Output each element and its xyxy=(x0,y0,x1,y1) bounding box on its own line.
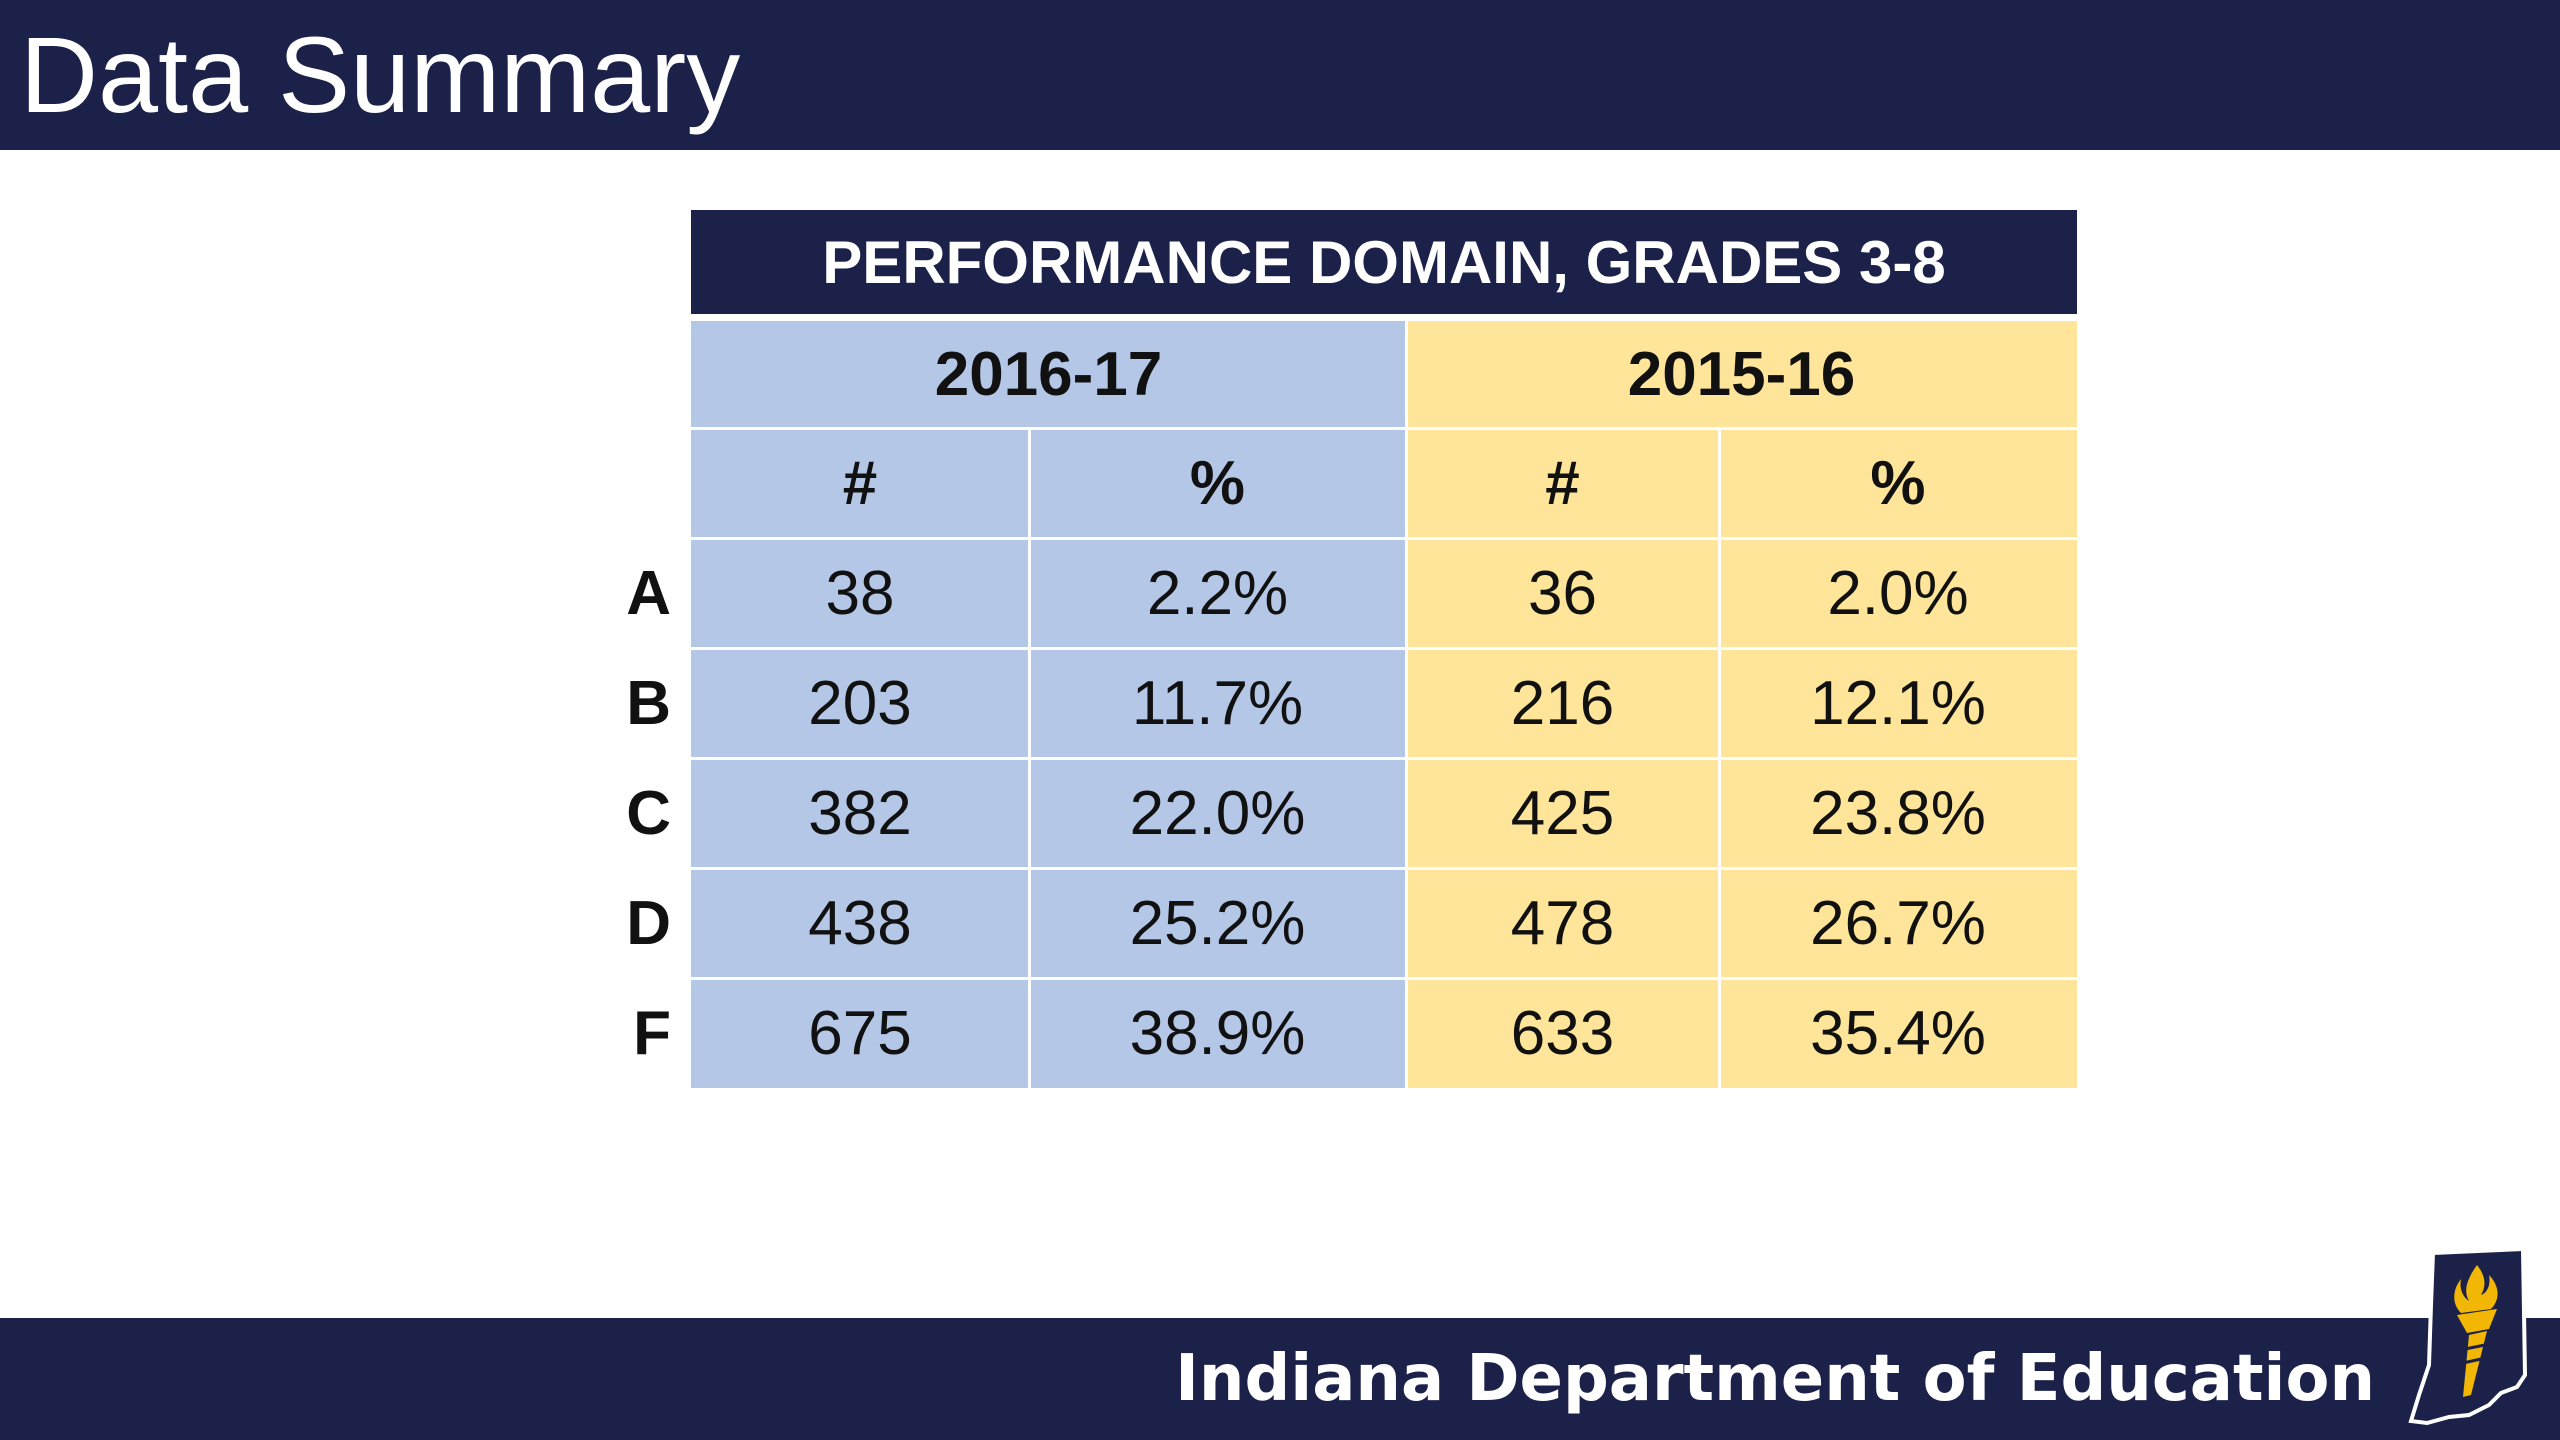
table-cell: 11.7% xyxy=(1029,648,1406,758)
grid-line xyxy=(691,977,2077,980)
table-cell: 438 xyxy=(691,868,1029,978)
grid-line xyxy=(691,867,2077,870)
table-cell: 675 xyxy=(691,978,1029,1088)
table-cell: 216 xyxy=(1406,648,1719,758)
table-cell: 23.8% xyxy=(1719,758,2077,868)
table-cell: 2.2% xyxy=(1029,538,1406,648)
row-grade-label: B xyxy=(626,668,671,738)
table-cell: 35.4% xyxy=(1719,978,2077,1088)
title-bar xyxy=(0,0,2560,150)
table-cell: 425 xyxy=(1406,758,1719,868)
footer-bar xyxy=(0,1318,2560,1440)
grid-line xyxy=(691,757,2077,760)
grid-line xyxy=(691,318,2077,321)
grid-line xyxy=(1405,320,1408,1088)
table-cell: 478 xyxy=(1406,868,1719,978)
row-grade-label: D xyxy=(626,888,671,958)
row-grade-label: F xyxy=(633,998,671,1068)
table-cell: 382 xyxy=(691,758,1029,868)
table-cell: 633 xyxy=(1406,978,1719,1088)
row-grade-label: C xyxy=(626,778,671,848)
grid-line xyxy=(1718,428,1721,1088)
grid-line xyxy=(691,647,2077,650)
subheader-count-2015-16: # xyxy=(1406,428,1719,538)
indiana-torch-logo-icon xyxy=(2405,1245,2535,1426)
footer-organization: Indiana Department of Education xyxy=(1175,1342,2375,1416)
table-cell: 36 xyxy=(1406,538,1719,648)
year-header-2016-17: 2016-17 xyxy=(691,320,1406,428)
table-cell: 38 xyxy=(691,538,1029,648)
grid-line xyxy=(691,537,2077,540)
table-cell: 12.1% xyxy=(1719,648,2077,758)
subheader-percent-2016-17: % xyxy=(1029,428,1406,538)
table-cell: 22.0% xyxy=(1029,758,1406,868)
table-cell: 203 xyxy=(691,648,1029,758)
year-header-2015-16: 2015-16 xyxy=(1406,320,2077,428)
slide-title: Data Summary xyxy=(20,14,741,135)
grid-line xyxy=(691,427,2077,430)
table-cell: 38.9% xyxy=(1029,978,1406,1088)
row-grade-label: A xyxy=(626,558,671,628)
subheader-percent-2015-16: % xyxy=(1719,428,2077,538)
table-title: PERFORMANCE DOMAIN, GRADES 3-8 xyxy=(691,210,2077,314)
table-cell: 25.2% xyxy=(1029,868,1406,978)
grid-line xyxy=(1028,428,1031,1088)
subheader-count-2016-17: # xyxy=(691,428,1029,538)
table-cell: 26.7% xyxy=(1719,868,2077,978)
table-cell: 2.0% xyxy=(1719,538,2077,648)
